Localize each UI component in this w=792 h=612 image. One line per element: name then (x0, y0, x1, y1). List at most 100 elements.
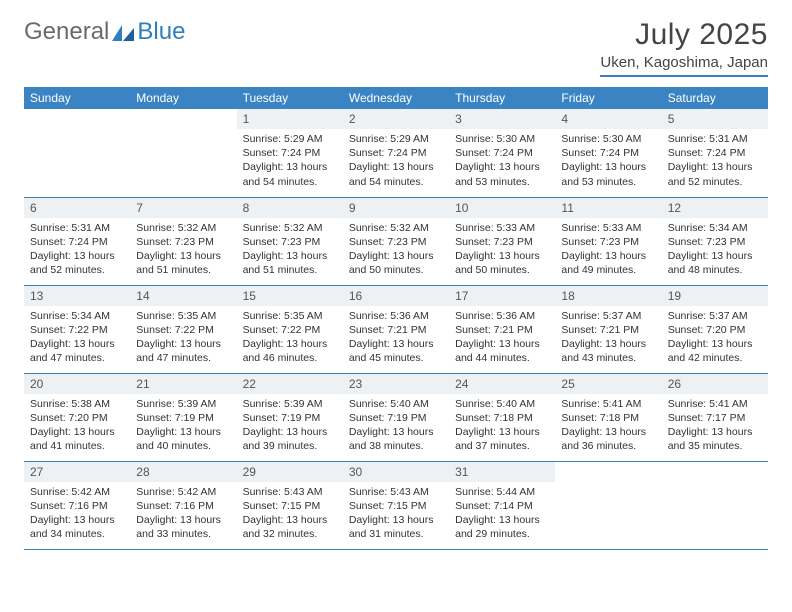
day-number: 27 (24, 462, 130, 482)
sail-icon (112, 20, 134, 36)
day-details: Sunrise: 5:31 AMSunset: 7:24 PMDaylight:… (24, 218, 130, 284)
calendar-day-cell: 20Sunrise: 5:38 AMSunset: 7:20 PMDayligh… (24, 373, 130, 461)
calendar-day-cell: 16 Sunrise: 5:36 AMSunset: 7:21 PMDayligh… (343, 285, 449, 373)
sunrise-line: Sunrise: 5:42 AM (30, 485, 124, 499)
daylight-line: Daylight: 13 hours and 51 minutes. (136, 249, 230, 277)
sunrise-line: Sunrise: 5:29 AM (349, 132, 443, 146)
day-details: Sunrise: 5:32 AMSunset: 7:23 PMDaylight:… (130, 218, 236, 284)
sunrise-line: Sunrise: 5:38 AM (30, 397, 124, 411)
calendar-day-cell: 22Sunrise: 5:39 AMSunset: 7:19 PMDayligh… (237, 373, 343, 461)
calendar-day-cell: 2Sunrise: 5:29 AMSunset: 7:24 PMDaylight… (343, 109, 449, 197)
calendar-day-cell: 30Sunrise: 5:43 AMSunset: 7:15 PMDayligh… (343, 461, 449, 549)
day-details: Sunrise: 5:34 AMSunset: 7:23 PMDaylight:… (662, 218, 768, 284)
sunrise-line: Sunrise: 5:33 AM (561, 221, 655, 235)
sunset-line: Sunset: 7:15 PM (349, 499, 443, 513)
day-details: Sunrise: 5:30 AMSunset: 7:24 PMDaylight:… (555, 129, 661, 195)
calendar-day-cell: 18Sunrise: 5:37 AMSunset: 7:21 PMDayligh… (555, 285, 661, 373)
daylight-line: Daylight: 13 hours and 50 minutes. (349, 249, 443, 277)
day-number: 26 (662, 374, 768, 394)
sunrise-line: Sunrise: 5:30 AM (561, 132, 655, 146)
day-number: 22 (237, 374, 343, 394)
calendar-day-cell: 4Sunrise: 5:30 AMSunset: 7:24 PMDaylight… (555, 109, 661, 197)
sunset-line: Sunset: 7:24 PM (668, 146, 762, 160)
sunset-line: Sunset: 7:22 PM (30, 323, 124, 337)
sunset-line: Sunset: 7:20 PM (30, 411, 124, 425)
sunrise-line: Sunrise: 5:35 AM (136, 309, 230, 323)
day-number: 30 (343, 462, 449, 482)
day-number: 1 (237, 109, 343, 129)
day-number: 31 (449, 462, 555, 482)
sunrise-line: Sunrise: 5:37 AM (561, 309, 655, 323)
sunset-line: Sunset: 7:23 PM (349, 235, 443, 249)
calendar-body: 1Sunrise: 5:29 AMSunset: 7:24 PMDaylight… (24, 109, 768, 549)
calendar-day-cell: 21Sunrise: 5:39 AMSunset: 7:19 PMDayligh… (130, 373, 236, 461)
sunset-line: Sunset: 7:16 PM (30, 499, 124, 513)
sunset-line: Sunset: 7:23 PM (561, 235, 655, 249)
calendar-day-cell: 12Sunrise: 5:34 AMSunset: 7:23 PMDayligh… (662, 197, 768, 285)
sunrise-line: Sunrise: 5:40 AM (349, 397, 443, 411)
day-details: Sunrise: 5:32 AMSunset: 7:23 PMDaylight:… (237, 218, 343, 284)
month-title: July 2025 (600, 18, 768, 52)
column-header: Tuesday (237, 87, 343, 109)
calendar-week: 6Sunrise: 5:31 AMSunset: 7:24 PMDaylight… (24, 197, 768, 285)
daylight-line: Daylight: 13 hours and 31 minutes. (349, 513, 443, 541)
calendar-day-cell: 29Sunrise: 5:43 AMSunset: 7:15 PMDayligh… (237, 461, 343, 549)
day-details: Sunrise: 5:29 AMSunset: 7:24 PMDaylight:… (343, 129, 449, 195)
calendar-day-cell: 6Sunrise: 5:31 AMSunset: 7:24 PMDaylight… (24, 197, 130, 285)
daylight-line: Daylight: 13 hours and 49 minutes. (561, 249, 655, 277)
calendar-day-cell (130, 109, 236, 197)
day-number: 21 (130, 374, 236, 394)
sunset-line: Sunset: 7:21 PM (561, 323, 655, 337)
sunrise-line: Sunrise: 5:36 AM (349, 309, 443, 323)
column-header: Thursday (449, 87, 555, 109)
calendar-day-cell: 23Sunrise: 5:40 AMSunset: 7:19 PMDayligh… (343, 373, 449, 461)
sunrise-line: Sunrise: 5:32 AM (349, 221, 443, 235)
sunrise-line: Sunrise: 5:41 AM (561, 397, 655, 411)
day-number: 4 (555, 109, 661, 129)
sunset-line: Sunset: 7:24 PM (30, 235, 124, 249)
day-number: 16 (343, 286, 449, 306)
calendar-day-cell: 14Sunrise: 5:35 AMSunset: 7:22 PMDayligh… (130, 285, 236, 373)
sunrise-line: Sunrise: 5:32 AM (136, 221, 230, 235)
sunrise-line: Sunrise: 5:31 AM (30, 221, 124, 235)
day-details: Sunrise: 5:37 AMSunset: 7:21 PMDaylight:… (555, 306, 661, 372)
sunset-line: Sunset: 7:21 PM (349, 323, 443, 337)
day-number: 7 (130, 198, 236, 218)
day-details: Sunrise: 5:35 AMSunset: 7:22 PMDaylight:… (130, 306, 236, 372)
day-details: Sunrise: 5:37 AMSunset: 7:20 PMDaylight:… (662, 306, 768, 372)
day-details: Sunrise: 5:42 AMSunset: 7:16 PMDaylight:… (130, 482, 236, 548)
day-details: Sunrise: 5:33 AMSunset: 7:23 PMDaylight:… (555, 218, 661, 284)
sunset-line: Sunset: 7:23 PM (455, 235, 549, 249)
daylight-line: Daylight: 13 hours and 45 minutes. (349, 337, 443, 365)
sunset-line: Sunset: 7:22 PM (136, 323, 230, 337)
day-details: Sunrise: 5:29 AMSunset: 7:24 PMDaylight:… (237, 129, 343, 195)
day-details: Sunrise: 5:36 AMSunset: 7:21 PMDaylight:… (449, 306, 555, 372)
daylight-line: Daylight: 13 hours and 50 minutes. (455, 249, 549, 277)
day-number: 5 (662, 109, 768, 129)
sunset-line: Sunset: 7:24 PM (349, 146, 443, 160)
sunrise-line: Sunrise: 5:37 AM (668, 309, 762, 323)
calendar-day-cell: 17Sunrise: 5:36 AMSunset: 7:21 PMDayligh… (449, 285, 555, 373)
sunrise-line: Sunrise: 5:44 AM (455, 485, 549, 499)
day-number: 28 (130, 462, 236, 482)
calendar-head: SundayMondayTuesdayWednesdayThursdayFrid… (24, 87, 768, 109)
sunset-line: Sunset: 7:19 PM (349, 411, 443, 425)
brand-part2: Blue (137, 18, 185, 46)
sunset-line: Sunset: 7:22 PM (243, 323, 337, 337)
calendar-day-cell: 25Sunrise: 5:41 AMSunset: 7:18 PMDayligh… (555, 373, 661, 461)
daylight-line: Daylight: 13 hours and 51 minutes. (243, 249, 337, 277)
day-number: 2 (343, 109, 449, 129)
column-header: Saturday (662, 87, 768, 109)
brand-logo: GeneralBlue (24, 18, 185, 46)
sunrise-line: Sunrise: 5:36 AM (455, 309, 549, 323)
sunset-line: Sunset: 7:18 PM (455, 411, 549, 425)
daylight-line: Daylight: 13 hours and 52 minutes. (30, 249, 124, 277)
daylight-line: Daylight: 13 hours and 44 minutes. (455, 337, 549, 365)
sunset-line: Sunset: 7:21 PM (455, 323, 549, 337)
day-number: 19 (662, 286, 768, 306)
calendar-week: 27Sunrise: 5:42 AMSunset: 7:16 PMDayligh… (24, 461, 768, 549)
calendar-day-cell (24, 109, 130, 197)
location-label: Uken, Kagoshima, Japan (600, 54, 768, 77)
calendar-day-cell: 24Sunrise: 5:40 AMSunset: 7:18 PMDayligh… (449, 373, 555, 461)
sunrise-line: Sunrise: 5:29 AM (243, 132, 337, 146)
